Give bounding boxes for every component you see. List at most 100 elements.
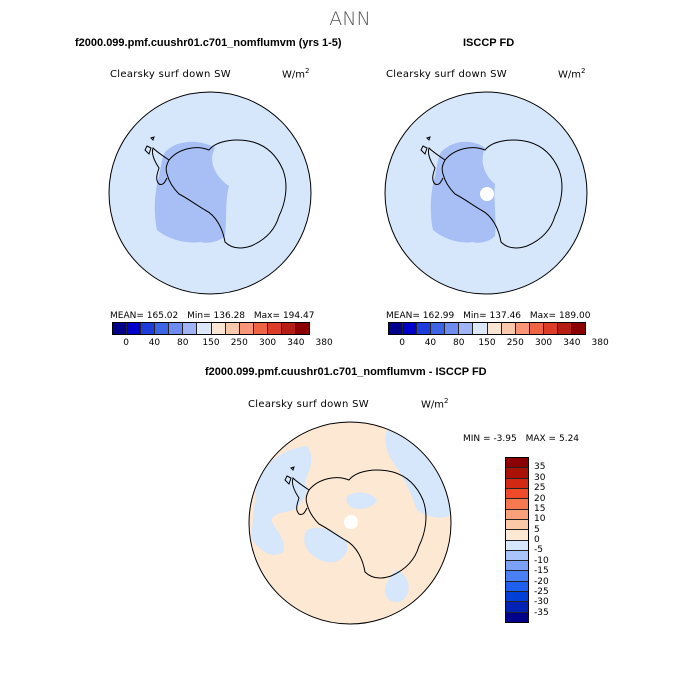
colorbar-swatch (155, 323, 170, 334)
colorbar-swatch (141, 323, 156, 334)
diff-units-label: W/m2 (421, 397, 449, 411)
colorbar-tick-label: 15 (534, 503, 546, 514)
model-colorbar-ticks: 0 40 80 150 250 300 340 380 (112, 338, 332, 350)
low-value-region (154, 141, 229, 243)
obs-units-label: W/m2 (558, 67, 586, 81)
colorbar-swatch (506, 499, 528, 510)
colorbar-swatch (529, 323, 544, 334)
colorbar-swatch (506, 592, 528, 603)
colorbar-tick-label: 0 (534, 535, 540, 545)
colorbar-tick-label: 20 (534, 493, 546, 504)
model-max-value: 194.47 (282, 311, 315, 321)
model-min-value: 136.28 (213, 311, 246, 321)
antarctic-peninsula-coastline (428, 147, 446, 185)
colorbar-swatch (506, 509, 528, 520)
colorbar-tick-label: -35 (534, 607, 549, 618)
colorbar-tick-label: 300 (258, 338, 277, 348)
diff-stats: MIN = -3.95 MAX = 5.24 (463, 434, 580, 444)
obs-colorbar (388, 322, 586, 335)
missing-data-hole (344, 515, 358, 529)
obs-max-value: 189.00 (558, 311, 591, 321)
model-units-label: W/m2 (282, 67, 310, 81)
colorbar-tick-label: -30 (534, 597, 549, 608)
colorbar-swatch (239, 323, 254, 334)
colorbar-swatch (506, 468, 528, 479)
missing-data-hole (480, 187, 494, 201)
negative-diff-region (304, 527, 348, 563)
colorbar-swatch (506, 612, 528, 622)
colorbar-tick-label: 380 (591, 338, 609, 348)
obs-colorbar-ticks: 0 40 80 150 250 300 340 380 (388, 338, 608, 350)
colorbar-tick-label: -5 (534, 545, 543, 556)
model-panel-title: f2000.099.pmf.cuushr01.c701_nomflumvm (y… (75, 37, 342, 49)
model-mean-value: 165.02 (146, 311, 179, 321)
diff-min-value: -3.95 (493, 434, 517, 444)
colorbar-tick-label: 5 (534, 524, 540, 535)
colorbar-swatch (281, 323, 297, 334)
south-america-tip (420, 145, 428, 155)
obs-min-value: 137.46 (489, 311, 522, 321)
colorbar-tick-label: 250 (506, 338, 524, 348)
colorbar-tick-label: 10 (534, 514, 546, 525)
colorbar-swatch (403, 323, 418, 334)
colorbar-swatch (506, 488, 528, 500)
colorbar-swatch (506, 540, 528, 551)
antarctic-peninsula-coastline (292, 477, 310, 515)
map-boundary (248, 421, 452, 625)
colorbar-tick-label: -15 (534, 566, 549, 577)
colorbar-swatch (506, 561, 528, 572)
colorbar-swatch (572, 323, 586, 334)
colorbar-swatch (253, 323, 268, 334)
negative-diff-region (384, 570, 409, 603)
colorbar-tick-label: 0 (123, 338, 130, 348)
colorbar-swatch (501, 323, 516, 334)
colorbar-tick-label: 80 (452, 338, 465, 348)
colorbar-tick-label: -25 (534, 586, 549, 597)
colorbar-swatch (127, 323, 142, 334)
colorbar-swatch (113, 323, 128, 334)
obs-mean-value: 162.99 (422, 311, 455, 321)
colorbar-swatch (557, 323, 573, 334)
diff-colorbar-ticks: 35 30 25 20 15 10 5 0 -5 -10 -15 -20 -25 -30 -35 (534, 457, 574, 621)
colorbar-tick-label: 380 (315, 338, 333, 348)
obs-polar-map (384, 91, 588, 295)
colorbar-swatch (506, 602, 528, 613)
low-value-region (430, 141, 496, 243)
colorbar-tick-label: 35 (534, 462, 546, 473)
antarctica-coastline (305, 469, 427, 579)
page-title: ANN (329, 8, 371, 30)
colorbar-swatch (506, 530, 528, 541)
colorbar-swatch (183, 323, 198, 334)
obs-stats: MEAN= 162.99 Min= 137.46 Max= 189.00 (386, 311, 591, 321)
colorbar-swatch (459, 323, 474, 334)
antarctic-peninsula-coastline (152, 147, 170, 185)
obs-variable-label: Clearsky surf down SW (386, 69, 507, 80)
island (426, 136, 431, 141)
colorbar-tick-label: 80 (176, 338, 189, 348)
diff-colorbar (505, 457, 529, 623)
colorbar-swatch (506, 550, 528, 562)
island (290, 466, 295, 471)
colorbar-swatch (445, 323, 460, 334)
colorbar-tick-label: 40 (148, 338, 161, 348)
antarctica-coastline (165, 139, 287, 249)
colorbar-tick-label: 250 (230, 338, 248, 348)
colorbar-tick-label: 25 (534, 483, 546, 494)
antarctica-coastline (441, 139, 563, 249)
colorbar-tick-label: 150 (478, 338, 496, 348)
negative-diff-region (251, 446, 312, 555)
diff-polar-map (248, 421, 452, 625)
colorbar-swatch (169, 323, 184, 334)
colorbar-tick-label: 300 (534, 338, 553, 348)
south-america-tip (284, 475, 292, 485)
colorbar-tick-label: -20 (534, 576, 549, 587)
colorbar-tick-label: 340 (563, 338, 581, 348)
south-america-tip (144, 145, 152, 155)
colorbar-swatch (487, 323, 502, 334)
colorbar-tick-label: 150 (202, 338, 220, 348)
colorbar-tick-label: -10 (534, 555, 549, 566)
obs-panel-title: ISCCP FD (463, 37, 515, 49)
colorbar-swatch (211, 323, 226, 334)
diff-max-value: 5.24 (558, 434, 580, 444)
model-polar-map (108, 91, 312, 295)
